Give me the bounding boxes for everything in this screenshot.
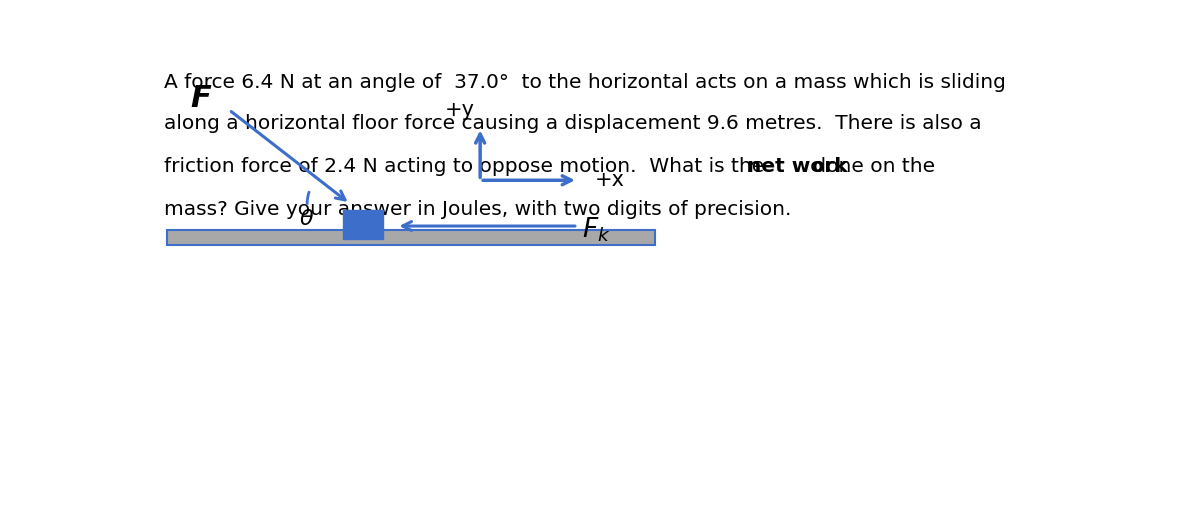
Text: done on the: done on the [808,157,935,176]
Text: friction force of 2.4 N acting to oppose motion.  What is the: friction force of 2.4 N acting to oppose… [164,157,770,176]
Text: $\mathbf{\mathit{F}}_{\mathbf{\mathit{k}}}$: $\mathbf{\mathit{F}}_{\mathbf{\mathit{k}… [582,216,611,244]
Text: A force 6.4 N at an angle of  37.0°  to the horizontal acts on a mass which is s: A force 6.4 N at an angle of 37.0° to th… [164,73,1006,92]
Text: +x: +x [594,170,624,190]
Bar [343,210,383,239]
Text: θ: θ [300,209,313,230]
Text: F: F [191,84,211,113]
Text: mass? Give your answer in Joules, with two digits of precision.: mass? Give your answer in Joules, with t… [164,200,791,219]
Bar [167,230,655,245]
Text: net work: net work [748,157,848,176]
Text: along a horizontal floor force causing a displacement 9.6 metres.  There is also: along a horizontal floor force causing a… [164,114,982,133]
Text: +y: +y [445,101,475,120]
